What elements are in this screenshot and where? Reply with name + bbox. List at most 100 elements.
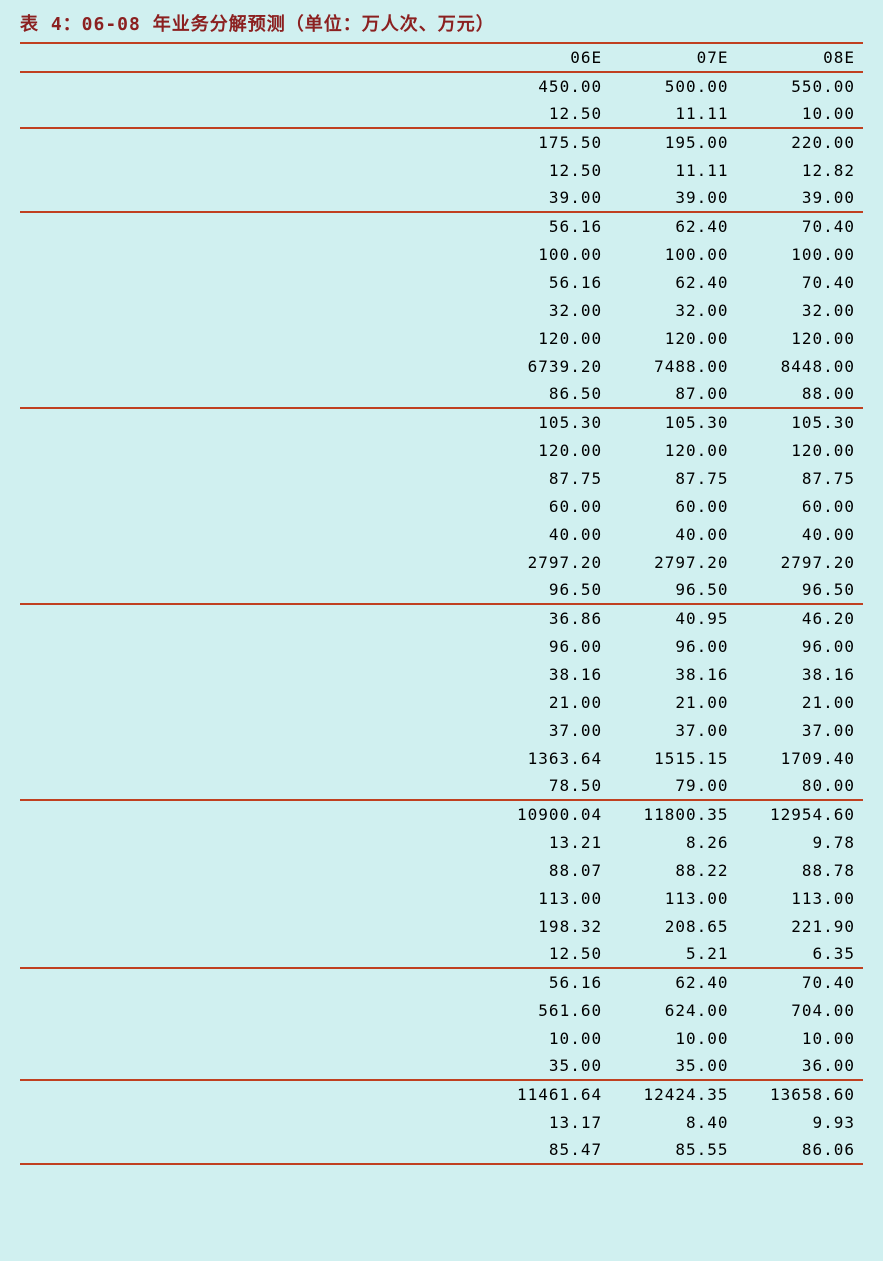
data-cell: 113.00 (484, 884, 610, 912)
table-row: 40.0040.0040.00 (20, 520, 863, 548)
row-label (20, 604, 484, 632)
data-cell: 85.55 (610, 1136, 736, 1164)
row-label (20, 436, 484, 464)
data-cell: 40.00 (737, 520, 863, 548)
data-cell: 62.40 (610, 968, 736, 996)
data-cell: 10.00 (737, 100, 863, 128)
data-cell: 6739.20 (484, 352, 610, 380)
table-row: 2797.202797.202797.20 (20, 548, 863, 576)
data-cell: 175.50 (484, 128, 610, 156)
data-cell: 550.00 (737, 72, 863, 100)
table-row: 450.00500.00550.00 (20, 72, 863, 100)
data-cell: 46.20 (737, 604, 863, 632)
table-row: 87.7587.7587.75 (20, 464, 863, 492)
data-cell: 85.47 (484, 1136, 610, 1164)
header-col-06e: 06E (484, 43, 610, 72)
row-label (20, 408, 484, 436)
table-row: 12.5011.1112.82 (20, 156, 863, 184)
table-row: 86.5087.0088.00 (20, 380, 863, 408)
row-label (20, 1024, 484, 1052)
data-cell: 70.40 (737, 268, 863, 296)
data-cell: 78.50 (484, 772, 610, 800)
table-row: 39.0039.0039.00 (20, 184, 863, 212)
table-row: 85.4785.5586.06 (20, 1136, 863, 1164)
data-cell: 36.00 (737, 1052, 863, 1080)
header-col-07e: 07E (610, 43, 736, 72)
data-cell: 62.40 (610, 268, 736, 296)
data-cell: 11.11 (610, 100, 736, 128)
row-label (20, 576, 484, 604)
data-cell: 7488.00 (610, 352, 736, 380)
table-row: 60.0060.0060.00 (20, 492, 863, 520)
table-row: 105.30105.30105.30 (20, 408, 863, 436)
data-cell: 87.75 (737, 464, 863, 492)
data-cell: 500.00 (610, 72, 736, 100)
table-row: 6739.207488.008448.00 (20, 352, 863, 380)
row-label (20, 156, 484, 184)
row-label (20, 1136, 484, 1164)
table-row: 12.5011.1110.00 (20, 100, 863, 128)
data-cell: 96.00 (737, 632, 863, 660)
data-cell: 37.00 (737, 716, 863, 744)
data-cell: 86.06 (737, 1136, 863, 1164)
row-label (20, 380, 484, 408)
data-cell: 35.00 (610, 1052, 736, 1080)
data-cell: 561.60 (484, 996, 610, 1024)
data-cell: 6.35 (737, 940, 863, 968)
data-cell: 32.00 (484, 296, 610, 324)
data-cell: 11.11 (610, 156, 736, 184)
data-cell: 39.00 (737, 184, 863, 212)
data-cell: 11800.35 (610, 800, 736, 828)
data-cell: 120.00 (737, 436, 863, 464)
data-cell: 120.00 (610, 436, 736, 464)
data-cell: 35.00 (484, 1052, 610, 1080)
data-cell: 12.50 (484, 100, 610, 128)
data-cell: 21.00 (484, 688, 610, 716)
data-cell: 220.00 (737, 128, 863, 156)
table-row: 120.00120.00120.00 (20, 436, 863, 464)
table-row: 100.00100.00100.00 (20, 240, 863, 268)
table-row: 11461.6412424.3513658.60 (20, 1080, 863, 1108)
table-row: 113.00113.00113.00 (20, 884, 863, 912)
data-cell: 96.50 (610, 576, 736, 604)
data-cell: 10.00 (610, 1024, 736, 1052)
table-row: 37.0037.0037.00 (20, 716, 863, 744)
row-label (20, 884, 484, 912)
data-cell: 9.78 (737, 828, 863, 856)
row-label (20, 212, 484, 240)
table-row: 120.00120.00120.00 (20, 324, 863, 352)
row-label (20, 632, 484, 660)
data-cell: 60.00 (484, 492, 610, 520)
data-cell: 21.00 (737, 688, 863, 716)
row-label (20, 240, 484, 268)
data-cell: 86.50 (484, 380, 610, 408)
data-cell: 8.26 (610, 828, 736, 856)
row-label (20, 128, 484, 156)
table-row: 56.1662.4070.40 (20, 212, 863, 240)
data-cell: 1363.64 (484, 744, 610, 772)
data-cell: 1515.15 (610, 744, 736, 772)
row-label (20, 660, 484, 688)
data-cell: 13.21 (484, 828, 610, 856)
row-label (20, 100, 484, 128)
data-cell: 2797.20 (737, 548, 863, 576)
row-label (20, 688, 484, 716)
data-cell: 1709.40 (737, 744, 863, 772)
data-cell: 113.00 (610, 884, 736, 912)
data-cell: 12.50 (484, 940, 610, 968)
data-cell: 88.78 (737, 856, 863, 884)
data-cell: 96.00 (484, 632, 610, 660)
table-row: 78.5079.0080.00 (20, 772, 863, 800)
table-row: 88.0788.2288.78 (20, 856, 863, 884)
table-row: 12.505.216.35 (20, 940, 863, 968)
data-cell: 450.00 (484, 72, 610, 100)
row-label (20, 492, 484, 520)
data-cell: 56.16 (484, 212, 610, 240)
data-cell: 5.21 (610, 940, 736, 968)
data-cell: 88.07 (484, 856, 610, 884)
row-label (20, 296, 484, 324)
header-col-08e: 08E (737, 43, 863, 72)
data-cell: 37.00 (484, 716, 610, 744)
data-cell: 36.86 (484, 604, 610, 632)
data-cell: 32.00 (610, 296, 736, 324)
